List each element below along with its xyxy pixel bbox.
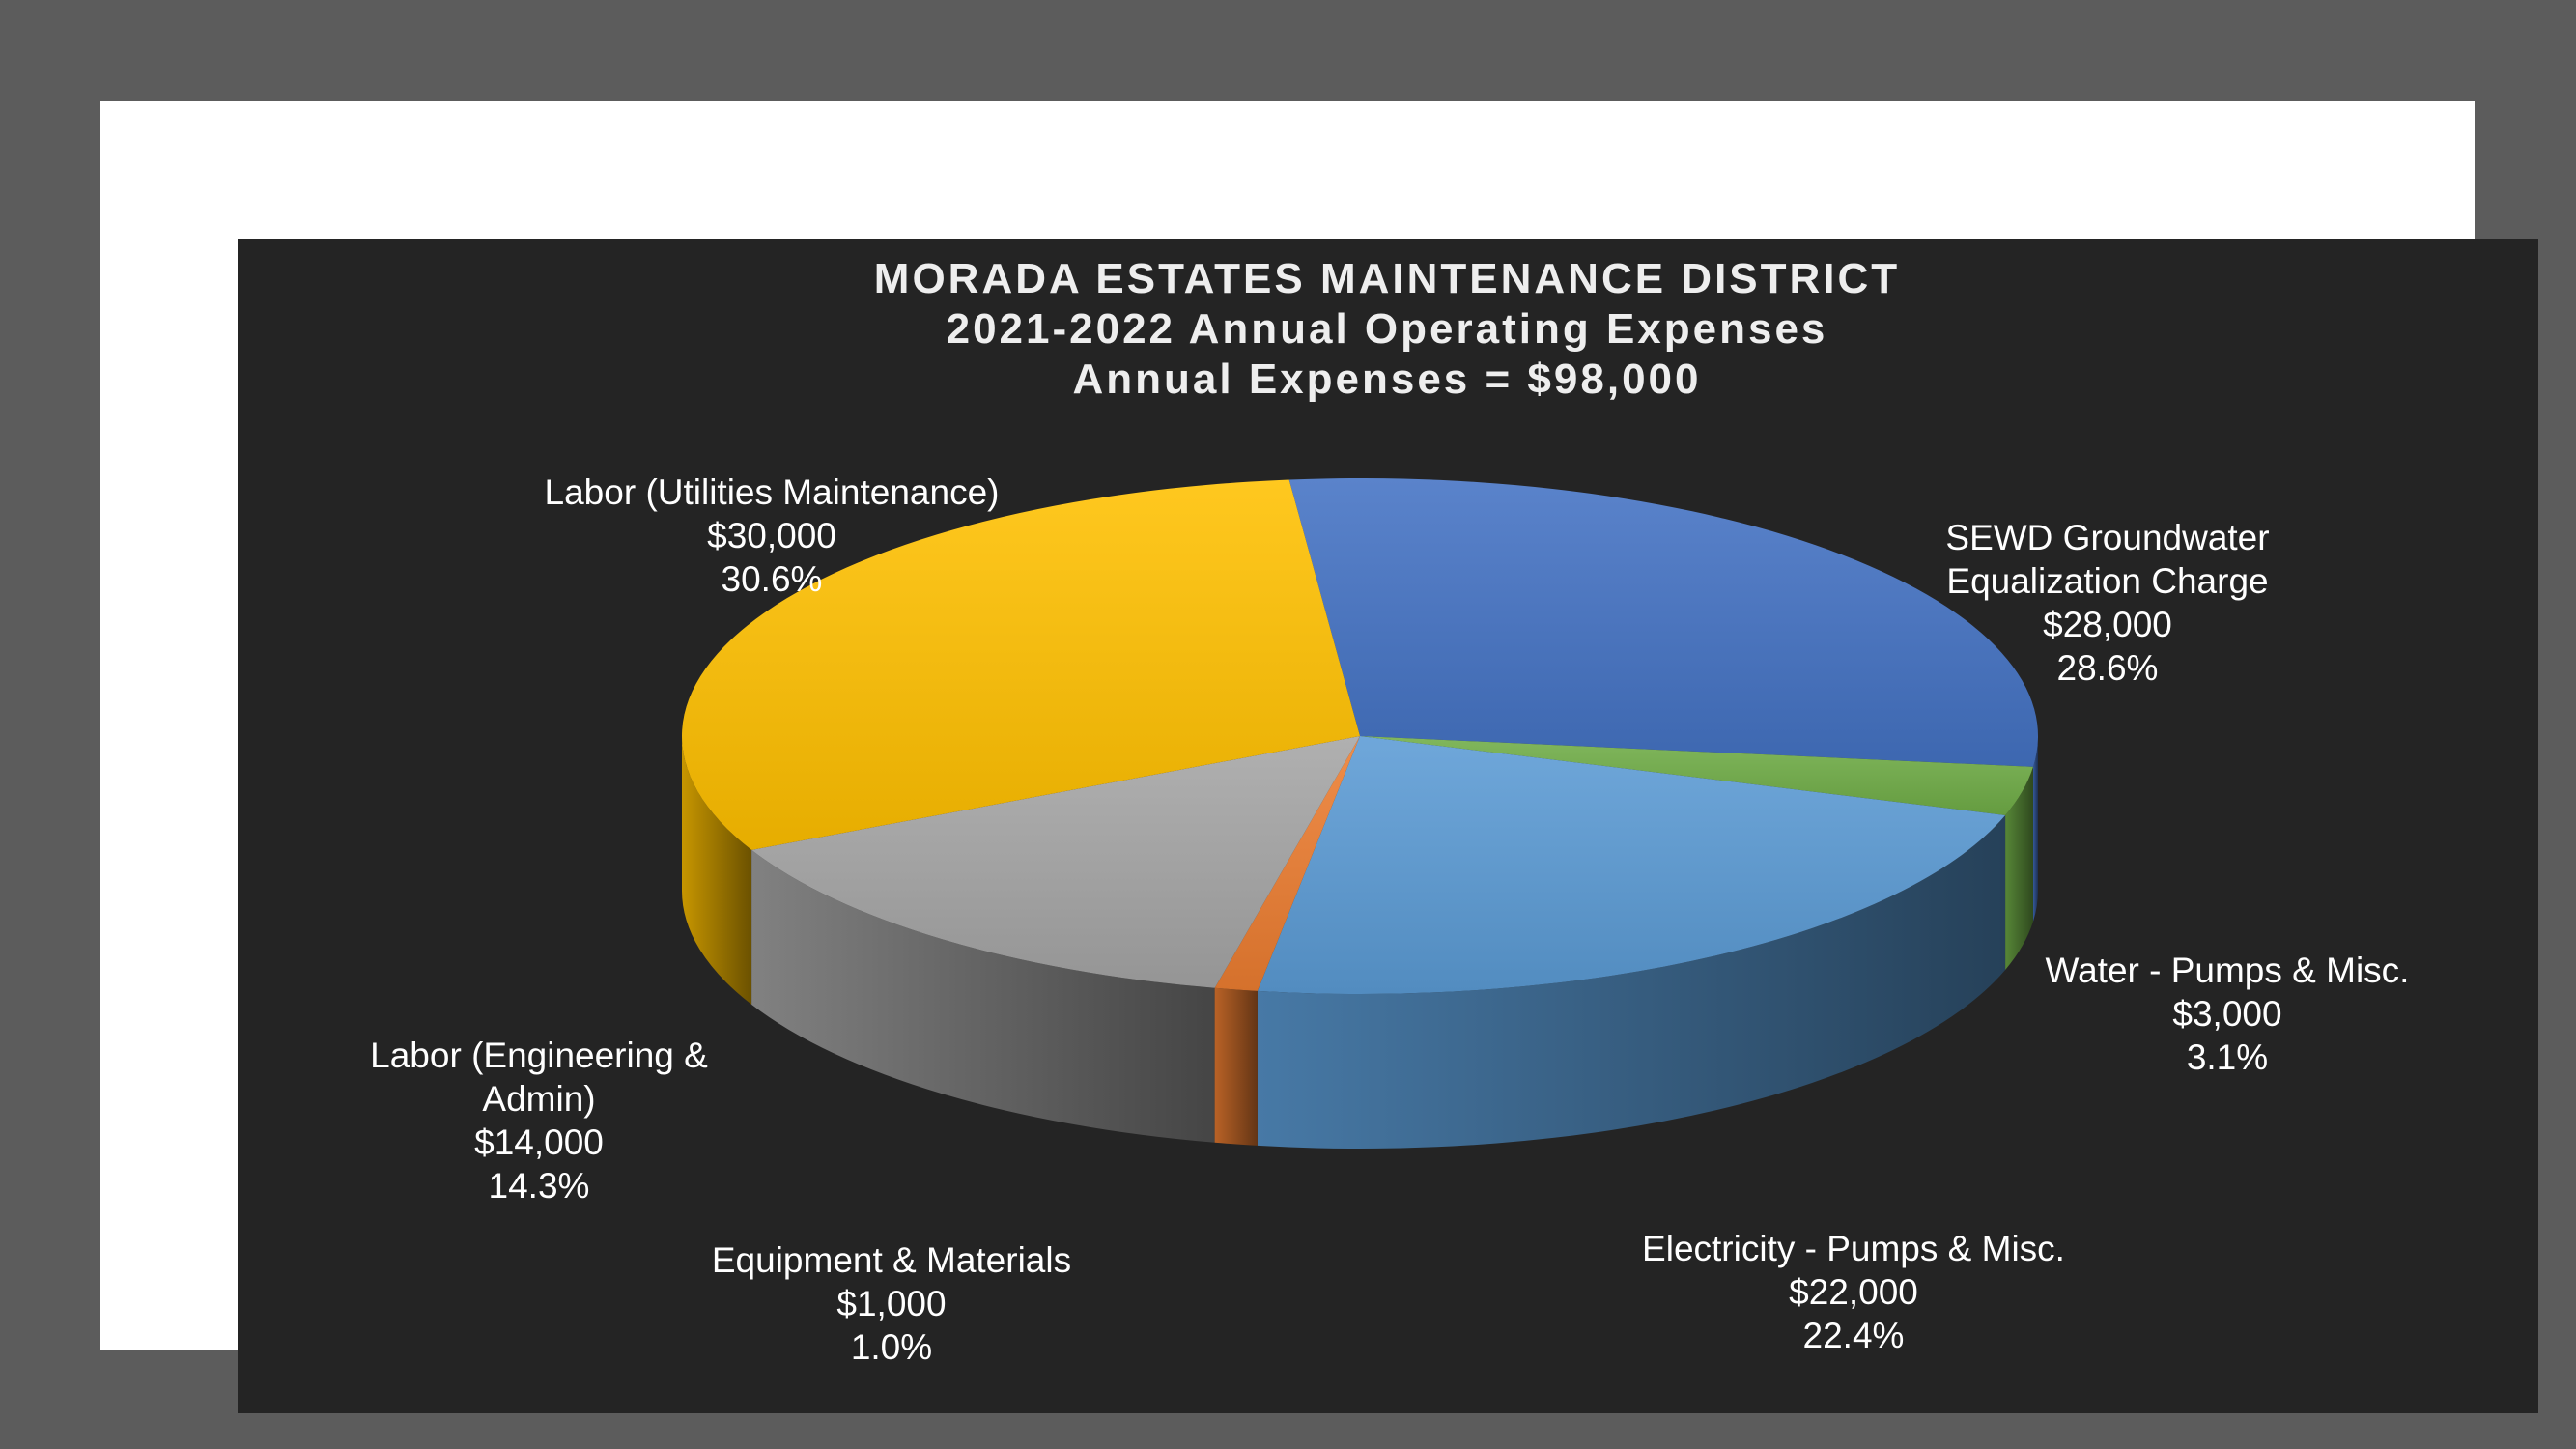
- data-label-line: $1,000: [836, 1284, 946, 1323]
- slice-side: [2005, 766, 2033, 970]
- data-label-line: $30,000: [707, 516, 836, 555]
- data-label-line: $14,000: [474, 1122, 604, 1162]
- slice-water-pumps-misc: [1360, 736, 2033, 815]
- chart-area: MORADA ESTATES MAINTENANCE DISTRICT 2021…: [238, 239, 2538, 1413]
- data-label-line: Electricity - Pumps & Misc.: [1642, 1229, 2065, 1268]
- data-label-line: Equalization Charge: [1946, 561, 2268, 601]
- data-label: Labor (Utilities Maintenance) $30,000 30.6…: [545, 472, 1000, 599]
- data-label-line: Admin): [482, 1079, 595, 1119]
- data-label: SEWD Groundwater Equalization Charge $28,0…: [1945, 518, 2269, 688]
- title-line: Annual Expenses = $98,000: [1073, 355, 1702, 403]
- slice-side: [751, 849, 1215, 1143]
- slice-labor-utilities-maintenance: [682, 479, 1360, 850]
- data-label-line: 14.3%: [489, 1166, 590, 1206]
- data-label: Electricity - Pumps & Misc. $22,000 22.4%: [1642, 1229, 2065, 1355]
- data-label-line: 1.0%: [851, 1327, 932, 1367]
- data-label-line: Labor (Utilities Maintenance): [545, 472, 1000, 512]
- slice-electricity-pumps-misc: [1257, 736, 2006, 994]
- data-label-line: 3.1%: [2187, 1037, 2268, 1077]
- slice-labor-engineering-admin: [751, 736, 1360, 988]
- pie-chart: MORADA ESTATES MAINTENANCE DISTRICT 2021…: [370, 255, 2410, 1367]
- data-label-line: Labor (Engineering &: [370, 1036, 708, 1075]
- title-line: 2021-2022 Annual Operating Expenses: [947, 305, 1828, 353]
- chart-frame: MORADA ESTATES MAINTENANCE DISTRICT 2021…: [100, 101, 2538, 1413]
- data-label-line: 30.6%: [722, 559, 823, 599]
- data-label-line: Equipment & Materials: [712, 1240, 1071, 1280]
- slice-sewd-groundwater-equalization-charge: [1288, 478, 2038, 767]
- data-label-line: SEWD Groundwater: [1945, 518, 2269, 557]
- slice-side: [1214, 987, 1258, 1146]
- data-label-line: $28,000: [2043, 605, 2172, 644]
- data-label: Equipment & Materials $1,000 1.0%: [712, 1240, 1071, 1367]
- data-label-line: 28.6%: [2057, 648, 2159, 688]
- slice-side: [682, 736, 752, 1005]
- chart-title: MORADA ESTATES MAINTENANCE DISTRICT 2021…: [874, 255, 1900, 403]
- slice-equipment-materials: [1214, 736, 1360, 991]
- data-label-line: $22,000: [1789, 1272, 1918, 1312]
- data-label-line: Water - Pumps & Misc.: [2046, 951, 2410, 990]
- data-label-line: 22.4%: [1803, 1316, 1905, 1355]
- slice-side: [1257, 814, 2006, 1149]
- title-line: MORADA ESTATES MAINTENANCE DISTRICT: [874, 255, 1900, 302]
- data-label-line: $3,000: [2172, 994, 2281, 1034]
- slice-side: [2032, 736, 2038, 922]
